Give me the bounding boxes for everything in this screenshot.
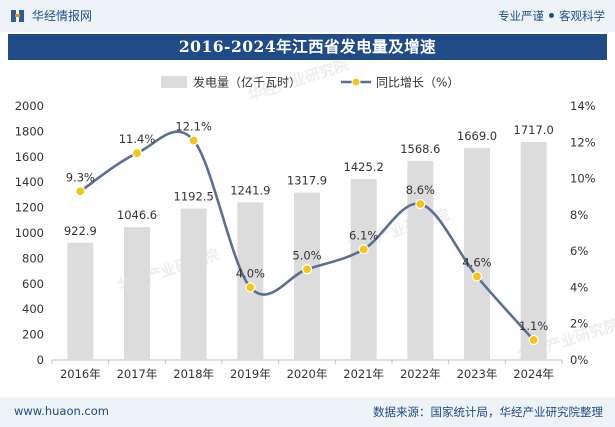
growth-marker — [301, 264, 313, 275]
growth-value-label: 9.3% — [66, 170, 95, 184]
growth-value-label: 11.4% — [119, 132, 156, 146]
growth-marker — [471, 271, 483, 282]
generation-bar — [124, 227, 150, 360]
brand-logo-icon — [11, 9, 24, 22]
generation-value-label: 922.9 — [64, 224, 97, 238]
legend-line-marker — [351, 77, 361, 87]
generation-bar — [180, 208, 207, 360]
x-tick-label: 2017年 — [117, 367, 158, 381]
growth-value-label: 8.6% — [406, 183, 435, 197]
growth-marker — [245, 282, 256, 293]
y-right-tick-label: 12% — [570, 135, 596, 149]
growth-marker — [358, 244, 369, 255]
tag-professional: 专业严谨 — [498, 9, 544, 23]
growth-line — [79, 130, 535, 341]
x-tick-label: 2021年 — [343, 367, 384, 381]
x-tick-label: 2022年 — [400, 367, 441, 381]
y-right-tick-label: 0% — [570, 353, 588, 367]
y-left-tick-label: 1600 — [15, 150, 44, 164]
generation-value-label: 1046.6 — [117, 208, 157, 222]
x-tick-label: 2018年 — [173, 367, 214, 381]
y-right-tick-label: 6% — [570, 244, 588, 258]
y-left-tick-label: 200 — [22, 328, 44, 342]
generation-value-label: 1669.0 — [457, 129, 497, 143]
x-tick-label: 2019年 — [230, 367, 271, 381]
growth-marker — [528, 334, 539, 346]
growth-value-label: 5.0% — [292, 248, 321, 262]
tag-objective: 客观科学 — [559, 9, 605, 23]
generation-bar — [237, 202, 264, 360]
y-left-tick-label: 0 — [37, 353, 44, 367]
generation-value-label: 1192.5 — [174, 190, 214, 204]
generation-value-label: 1568.6 — [400, 142, 440, 156]
generation-bar — [464, 148, 490, 360]
y-left-tick-label: 600 — [22, 277, 44, 291]
y-left-tick-label: 800 — [22, 251, 44, 265]
top-bar: 华经情报网 专业严谨 客观科学 — [0, 0, 615, 32]
y-right-tick-label: 4% — [570, 280, 588, 294]
x-tick-label: 2024年 — [513, 367, 554, 381]
y-left-tick-label: 1800 — [15, 124, 44, 138]
growth-marker — [75, 186, 86, 197]
tag-separator-dot — [549, 13, 554, 18]
chart-title: 2016-2024年江西省发电量及增速 — [8, 34, 607, 60]
growth-value-label: 6.1% — [349, 228, 378, 242]
x-tick-label: 2023年 — [457, 367, 498, 381]
footer-source: 数据来源：国家统计局，华经产业研究院整理 — [373, 405, 603, 419]
generation-bar — [520, 141, 547, 360]
legend: 发电量（亿千瓦时） 同比增长（%） — [161, 75, 459, 90]
growth-value-label: 4.6% — [462, 256, 491, 270]
y-left-tick-label: 400 — [22, 302, 44, 316]
y-right-tick-label: 10% — [570, 172, 596, 186]
header-tags: 专业严谨 客观科学 — [498, 8, 605, 24]
growth-value-label: 4.0% — [236, 266, 265, 280]
generation-value-label: 1425.2 — [344, 160, 384, 174]
brand-name: 华经情报网 — [32, 9, 93, 23]
generation-value-label: 1241.9 — [230, 183, 270, 197]
y-right-tick-label: 14% — [570, 99, 596, 113]
brand: 华经情报网 — [10, 7, 92, 24]
generation-bar — [67, 242, 94, 360]
footer: www.huaon.com 数据来源：国家统计局，华经产业研究院整理 — [0, 397, 615, 427]
generation-value-label: 1717.0 — [514, 123, 554, 137]
y-right-tick-label: 8% — [570, 208, 588, 222]
growth-value-label: 1.1% — [519, 319, 548, 333]
generation-bar — [294, 192, 320, 360]
growth-marker — [415, 198, 426, 210]
generation-bar — [350, 178, 377, 360]
data-labels: 922.9 1046.6 1192.5 1241.9 1317.9 1425.2 1568.… — [64, 119, 554, 333]
bars — [67, 141, 547, 360]
x-tick-label: 2016年 — [60, 367, 101, 381]
y-left-tick-label: 1400 — [15, 175, 44, 189]
y-left-tick-label: 1000 — [15, 226, 44, 240]
generation-value-label: 1317.9 — [287, 174, 327, 188]
growth-marker — [131, 148, 143, 159]
growth-line-layer — [75, 130, 539, 346]
growth-marker — [188, 135, 199, 146]
legend-line-label: 同比增长（%） — [376, 76, 459, 90]
y-left-tick-label: 2000 — [15, 99, 44, 113]
legend-bar-label: 发电量（亿千瓦时） — [193, 75, 301, 90]
y-left-tick-label: 1200 — [15, 201, 44, 215]
growth-value-label: 12.1% — [175, 119, 212, 133]
generation-bar — [407, 160, 434, 360]
footer-site: www.huaon.com — [14, 404, 109, 418]
x-tick-label: 2020年 — [287, 367, 328, 381]
legend-bar-swatch — [161, 76, 187, 88]
y-right-tick-label: 2% — [570, 317, 588, 331]
